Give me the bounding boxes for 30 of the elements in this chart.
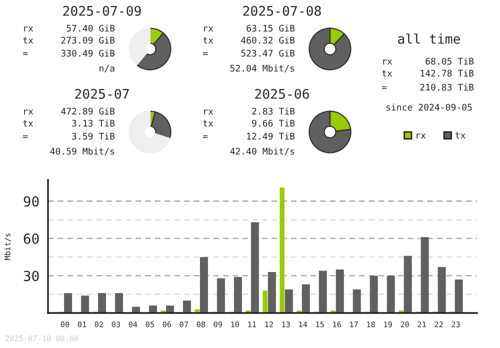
chart-title: 2025-07 [75,88,129,99]
legend-label: tx [455,132,466,139]
text: rx 68.05 TiB [383,58,474,65]
text: = 330.49 GiB [22,50,115,57]
text: = 210.83 TiB [382,84,474,91]
text: = 523.47 GiB [202,50,295,57]
y-tick-label: 60 [24,233,39,244]
text: rx 57.40 GiB [24,24,115,32]
text: 40.59 Mbit/s [50,148,114,156]
text: since 2024-09-05 [386,104,472,111]
text: tx 460.32 GiB [203,36,295,44]
chart-title: 2025-06 [255,88,309,99]
text: 52.04 Mbit/s [230,64,294,72]
y-tick-label: 90 [24,196,39,207]
text: 42.40 Mbit/s [230,148,294,156]
legend-label: rx [416,133,426,139]
text: = 3.59 TiB [22,132,115,140]
text: tx 142.78 TiB [382,70,474,77]
text: rx 472.89 GiB [24,108,115,115]
chart-title: 2025-07-08 [243,6,321,16]
text: n/a [100,64,114,72]
text: all time [398,34,460,44]
text: tx 3.13 TiB [23,120,115,127]
chart-title: 2025-07-09 [63,6,141,16]
y-tick-label: 30 [24,270,39,282]
text: = 12.49 TiB [202,132,295,140]
text: rx 63.15 GiB [204,24,295,32]
text: tx 273.09 GiB [23,36,115,44]
text: tx 9.66 TiB [203,120,295,127]
text: rx 2.83 TiB [204,108,295,115]
